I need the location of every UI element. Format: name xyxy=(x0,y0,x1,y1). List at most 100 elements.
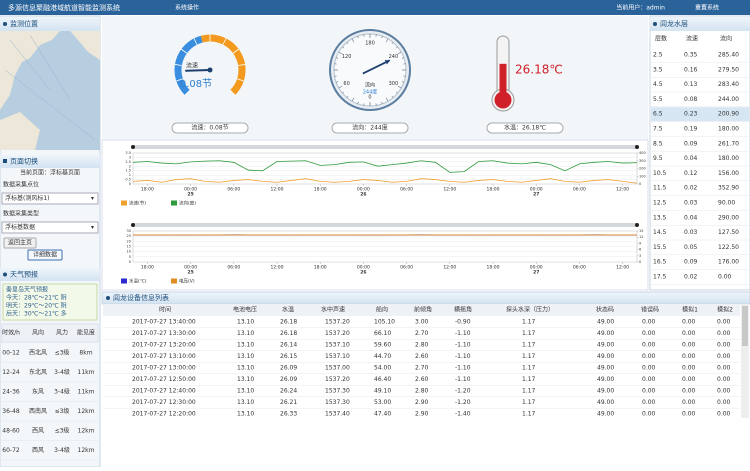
y-tick-label: 1 xyxy=(129,173,131,177)
caption: 流速：0.08节 xyxy=(191,124,228,132)
legend-swatch xyxy=(121,279,127,284)
x-day-label: 25 xyxy=(187,192,193,198)
select-arrow: ▾ xyxy=(91,224,94,231)
device-cell: 1537.40 xyxy=(325,411,350,418)
layer-cell: 290.00 xyxy=(718,214,739,221)
weather-cell: 36-48 xyxy=(2,408,20,415)
layer-cell: 261.70 xyxy=(718,140,739,147)
thermo-value: 26.18℃ xyxy=(515,63,563,77)
device-col: 时间 xyxy=(159,306,171,314)
device-cell: 49.00 xyxy=(597,353,614,360)
y-tick-label: 25 xyxy=(127,234,131,238)
device-col: 探头水深（压力） xyxy=(506,306,554,314)
weather-cell: 12km xyxy=(78,428,95,435)
layer-cell: 16.5 xyxy=(653,259,667,266)
layer-cell: 8.5 xyxy=(653,140,663,147)
device-cell: 53.00 xyxy=(374,399,391,406)
x-tick-label: 18:00 xyxy=(487,265,500,271)
device-cell: 1.17 xyxy=(522,342,536,349)
device-cell: 13.10 xyxy=(237,399,254,406)
forecast-day: 后天：30℃～21℃ 多 xyxy=(6,310,67,318)
icon xyxy=(106,296,110,300)
scroll-thumb[interactable] xyxy=(742,306,748,346)
weather-cell: 48-60 xyxy=(2,428,20,435)
x-tick-label: 12:00 xyxy=(443,187,456,193)
device-cell: 0.00 xyxy=(642,411,656,418)
device-cell: 0.00 xyxy=(682,319,696,326)
device-cell: 49.00 xyxy=(597,399,614,406)
layer-cell: 6.5 xyxy=(653,111,663,118)
layer-cell: 0.02 xyxy=(684,185,698,192)
weather-cell: 11km xyxy=(78,389,95,396)
layer-cell: 12.5 xyxy=(653,200,667,207)
layer-cell: 122.50 xyxy=(718,244,739,251)
x-tick-label: 06:00 xyxy=(573,187,586,193)
x-tick-label: 12:00 xyxy=(443,265,456,271)
device-cell: 49.00 xyxy=(597,376,614,383)
layer-cell: 11.5 xyxy=(653,185,667,192)
y-tick-label: 15 xyxy=(127,245,131,249)
caption: 水温：26.18℃ xyxy=(504,124,546,132)
layer-cell: 156.00 xyxy=(718,170,739,177)
device-cell: 0.00 xyxy=(682,411,696,418)
button-label: 返回主页 xyxy=(8,239,32,247)
reset-button[interactable]: 重置系统 xyxy=(695,4,719,12)
icon xyxy=(3,273,7,277)
device-cell: 0.00 xyxy=(642,319,656,326)
device-cell: 1.17 xyxy=(522,330,536,337)
layer-cell: 0.12 xyxy=(684,170,698,177)
device-col: 水温 xyxy=(282,306,294,314)
icon xyxy=(653,22,657,26)
weather-cell: ≤3级 xyxy=(55,427,70,435)
icon xyxy=(3,159,7,163)
layer-col: 流向 xyxy=(720,35,732,43)
device-cell: -1.10 xyxy=(455,330,471,337)
device-cell: 2.80 xyxy=(415,388,429,395)
layer-cell: 0.09 xyxy=(684,259,698,266)
forecast-day: 今天：28℃～21℃ 阴 xyxy=(6,294,67,302)
layer-cell: 0.16 xyxy=(684,66,698,73)
menu[interactable]: 系统操作 xyxy=(175,4,199,12)
device-cell: 13.10 xyxy=(237,319,254,326)
forecast-day: 明天：29℃～20℃ 阴 xyxy=(6,302,67,310)
device-cell: 26.09 xyxy=(280,365,297,372)
layer-cell: 17.5 xyxy=(653,274,667,281)
slider-pin xyxy=(635,145,639,149)
slider-pin xyxy=(131,223,135,227)
layer-cell: 9.5 xyxy=(653,155,663,162)
select-value: 浮标基数据 xyxy=(5,223,35,231)
device-cell: 2.60 xyxy=(415,353,429,360)
panel-title: 天气预报 xyxy=(10,270,38,279)
table-title: 闾龙设备信息列表 xyxy=(113,293,169,302)
device-cell: 2017-07-27 12:20:00 xyxy=(132,411,196,418)
weather-cell: 3-4级 xyxy=(54,368,70,376)
slider-bar xyxy=(133,145,637,149)
y2-tick-label: 15 xyxy=(639,229,643,233)
legend-label: 流向(度) xyxy=(179,200,196,207)
device-cell: 1.17 xyxy=(522,411,536,418)
device-cell: 0.00 xyxy=(642,342,656,349)
device-cell: 13.10 xyxy=(237,353,254,360)
device-cell: 0.00 xyxy=(682,330,696,337)
compass-tick-label: 300 xyxy=(389,81,399,87)
device-cell: 2017-07-27 13:00:00 xyxy=(132,365,196,372)
device-cell: 0.00 xyxy=(717,411,731,418)
weather-col: 风向 xyxy=(32,329,44,337)
device-cell: 105.10 xyxy=(374,319,395,326)
device-col: 模拟2 xyxy=(717,306,733,314)
y2-tick-label: 0 xyxy=(639,182,641,186)
x-tick-label: 18:00 xyxy=(314,187,327,193)
layer-cell: 0.04 xyxy=(684,155,698,162)
device-cell: 2017-07-27 13:40:00 xyxy=(132,319,196,326)
weather-cell: 11km xyxy=(78,369,95,376)
device-cell: -1.10 xyxy=(455,376,471,383)
layer-col: 层数 xyxy=(655,35,667,43)
compass-tick-label: 240 xyxy=(389,54,399,60)
y2-tick-label: 12 xyxy=(639,235,643,239)
y-tick-label: 3.5 xyxy=(125,151,131,155)
device-cell: 13.10 xyxy=(237,330,254,337)
device-cell: 26.21 xyxy=(280,399,297,406)
layer-cell: 10.5 xyxy=(653,170,667,177)
